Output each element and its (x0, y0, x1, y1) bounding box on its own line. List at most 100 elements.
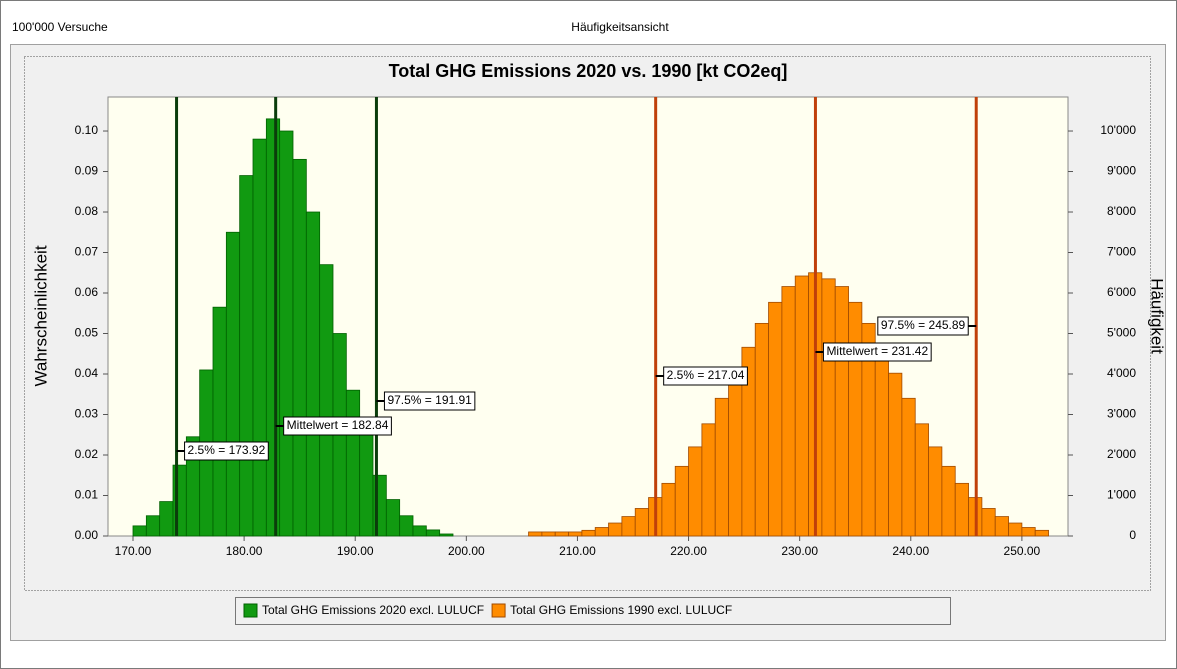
y-tick-label: 0.00 (75, 528, 99, 542)
marker-label: 2.5% = 217.04 (667, 368, 745, 382)
histogram-bar (568, 531, 583, 537)
histogram-bar (834, 286, 849, 537)
marker-label: Mittelwert = 231.42 (826, 344, 928, 358)
legend-label: Total GHG Emissions 2020 excl. LULUCF (262, 603, 484, 617)
chart-title: Total GHG Emissions 2020 vs. 1990 [kt CO… (389, 61, 788, 81)
histogram-bar (994, 516, 1009, 537)
histogram-bar (781, 286, 796, 537)
y2-tick-label: 1'000 (1107, 488, 1136, 502)
histogram-bar (794, 275, 809, 537)
histogram-bar (385, 499, 401, 537)
y-tick-label: 0.02 (75, 447, 99, 461)
histogram-bar (439, 533, 454, 537)
histogram-bar (714, 397, 729, 537)
histogram-bar (941, 465, 956, 537)
marker-label: Mittelwert = 182.84 (287, 418, 389, 432)
x-tick-label: 170.00 (115, 544, 152, 558)
histogram-bar (412, 525, 427, 537)
histogram-bar (768, 301, 783, 537)
histogram-bar (265, 118, 281, 537)
histogram-bar (701, 423, 716, 537)
y2-tick-label: 2'000 (1107, 447, 1136, 461)
y-tick-label: 0.03 (75, 407, 99, 421)
chart-area-border (24, 56, 1151, 591)
histogram-bar (661, 482, 676, 537)
x-tick-label: 220.00 (670, 544, 707, 558)
histogram-bar (279, 130, 294, 537)
y2-tick-label: 9'000 (1107, 164, 1136, 178)
histogram-bar (159, 501, 174, 537)
marker-label: 97.5% = 245.89 (881, 318, 966, 332)
y2-tick-label: 10'000 (1100, 123, 1136, 137)
x-tick-label: 180.00 (226, 544, 263, 558)
x-tick-label: 240.00 (892, 544, 929, 558)
y-tick-label: 0.01 (75, 488, 99, 502)
histogram-bar (359, 418, 374, 537)
histogram-bar (541, 531, 556, 537)
histogram-bar (425, 529, 441, 537)
y2-tick-label: 3'000 (1107, 407, 1136, 421)
histogram-bar (634, 508, 649, 537)
histogram-bar (874, 346, 889, 537)
histogram-bar (225, 231, 241, 537)
marker-label: 97.5% = 191.91 (387, 393, 472, 407)
histogram-bar (172, 464, 187, 537)
histogram-bar (132, 525, 147, 537)
y-tick-label: 0.09 (75, 164, 99, 178)
legend (235, 597, 951, 625)
y-tick-label: 0.10 (75, 123, 99, 137)
histogram-bar (728, 372, 743, 537)
y2-tick-label: 0 (1129, 528, 1136, 542)
x-tick-label: 210.00 (559, 544, 596, 558)
marker-label: 2.5% = 173.92 (188, 443, 266, 457)
histogram-bar (292, 158, 307, 537)
histogram-bar (145, 515, 161, 537)
histogram-bar (594, 527, 609, 537)
y2-tick-label: 5'000 (1107, 326, 1136, 340)
y-tick-label: 0.05 (75, 326, 99, 340)
histogram-bar (981, 508, 996, 537)
histogram-bar (1008, 522, 1023, 537)
y2-tick-label: 7'000 (1107, 245, 1136, 259)
histogram-bar (212, 306, 227, 537)
histogram-bar (928, 446, 943, 537)
histogram-bar (1034, 529, 1049, 537)
x-tick-label: 190.00 (337, 544, 374, 558)
histogram-bar (528, 531, 543, 537)
histogram-bar (848, 301, 863, 537)
histogram-bar (674, 465, 689, 537)
histogram-bar (239, 175, 254, 537)
y2-tick-label: 6'000 (1107, 285, 1136, 299)
y2-tick-label: 8'000 (1107, 204, 1136, 218)
x-tick-label: 230.00 (781, 544, 818, 558)
legend-swatch (243, 603, 258, 618)
legend-label: Total GHG Emissions 1990 excl. LULUCF (510, 603, 732, 617)
y-tick-label: 0.04 (75, 366, 99, 380)
histogram-bar (305, 211, 321, 537)
histogram-bar (688, 446, 703, 537)
x-tick-label: 200.00 (448, 544, 485, 558)
histogram-bar (252, 138, 267, 537)
histogram-bar (581, 529, 596, 537)
histogram-bar (345, 389, 361, 537)
histogram-bar (888, 372, 903, 537)
y-tick-label: 0.06 (75, 285, 99, 299)
header-left: 100'000 Versuche (12, 20, 108, 34)
histogram-bar (754, 322, 769, 537)
histogram-bar (914, 423, 929, 537)
histogram-bar (399, 515, 414, 537)
y-tick-label: 0.07 (75, 245, 99, 259)
y-tick-label: 0.08 (75, 204, 99, 218)
histogram-bar (821, 278, 836, 537)
x-tick-label: 250.00 (1004, 544, 1041, 558)
histogram-bar (554, 531, 569, 537)
histogram-bar (954, 482, 969, 537)
header-center: Häufigkeitsansicht (571, 20, 669, 34)
histogram-bar (901, 397, 916, 537)
histogram-bar (319, 264, 334, 537)
legend-swatch (491, 603, 506, 618)
y2-tick-label: 4'000 (1107, 366, 1136, 380)
histogram-bar (1021, 527, 1036, 537)
y-axis-title: Wahrscheinlichkeit (31, 245, 50, 386)
